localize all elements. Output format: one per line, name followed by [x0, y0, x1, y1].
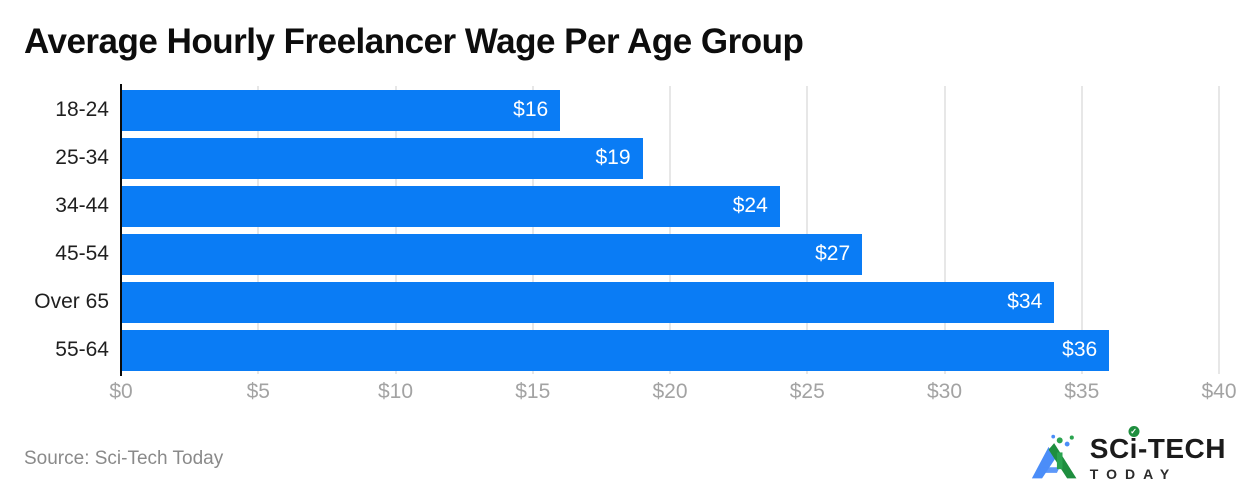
x-axis: $0 $5 $10 $15 $20 $25 $30 $35 $40	[109, 380, 1236, 406]
bar-row: 34-44 $24	[55, 182, 1219, 230]
x-tick-label: $15	[515, 380, 551, 403]
gridline	[1218, 86, 1220, 374]
x-tick-label: $30	[926, 380, 963, 403]
gridline	[943, 86, 946, 374]
source-text: Source: Sci-Tech Today	[24, 448, 224, 469]
bar-row: 18-24 $16	[55, 86, 1219, 134]
x-tick-label: $40	[1201, 380, 1237, 403]
category-label: 18-24	[55, 98, 109, 121]
value-label: $27	[815, 242, 851, 265]
bar-row: 55-64 $36	[55, 326, 1219, 374]
x-tick-label: $0	[109, 380, 133, 403]
value-label: $16	[513, 98, 549, 121]
category-label: 34-44	[55, 194, 109, 217]
gridline	[257, 86, 260, 374]
bar-row: 25-34 $19	[55, 134, 1219, 182]
bar-row: Over 65 $34	[34, 278, 1219, 326]
category-label: Over 65	[34, 290, 109, 313]
gridline	[806, 86, 809, 374]
y-axis-line	[120, 84, 122, 376]
bar: $27	[121, 233, 863, 275]
plot-area: 18-24 $16 25-34 $19 34-44 $24 45-54 $27 Over 65 $…	[34, 86, 1220, 374]
bar: $19	[121, 137, 643, 179]
gridline	[394, 86, 397, 374]
logo-line2: TODAY	[1089, 466, 1178, 482]
x-tick-label: $25	[789, 380, 825, 403]
bar: $24	[121, 185, 780, 227]
bar: $34	[121, 281, 1055, 323]
value-label: $36	[1062, 338, 1098, 361]
scitech-today-logo: SC i ✓ -TECH TODAY	[1028, 426, 1226, 484]
bar: $36	[121, 329, 1110, 371]
logo-letter-i: i ✓	[1128, 426, 1140, 464]
value-label: $24	[732, 194, 768, 217]
logo-part1: SC	[1089, 433, 1130, 464]
x-tick-label: $10	[377, 380, 414, 403]
value-label: $19	[595, 146, 631, 169]
chart-title: Average Hourly Freelancer Wage Per Age G…	[24, 22, 804, 61]
scitech-logo-mark-icon	[1031, 434, 1077, 479]
x-tick-label: $35	[1064, 380, 1100, 403]
gridline	[669, 86, 671, 374]
x-tick-label: $20	[652, 380, 688, 403]
bar: $16	[121, 89, 561, 131]
gridline	[1080, 86, 1083, 374]
check-circle-icon: ✓	[1128, 426, 1140, 437]
logo-text: SC i ✓ -TECH TODAY	[1089, 426, 1226, 482]
category-label: 55-64	[55, 338, 109, 361]
category-label: 25-34	[55, 146, 109, 169]
value-label: $34	[1007, 290, 1043, 313]
logo-part3: -TECH	[1137, 433, 1226, 464]
gridline	[531, 86, 534, 374]
logo-line1: SC i ✓ -TECH	[1089, 426, 1226, 464]
bar-row: 45-54 $27	[55, 230, 1219, 278]
category-label: 45-54	[55, 242, 109, 265]
x-tick-label: $5	[246, 380, 270, 403]
